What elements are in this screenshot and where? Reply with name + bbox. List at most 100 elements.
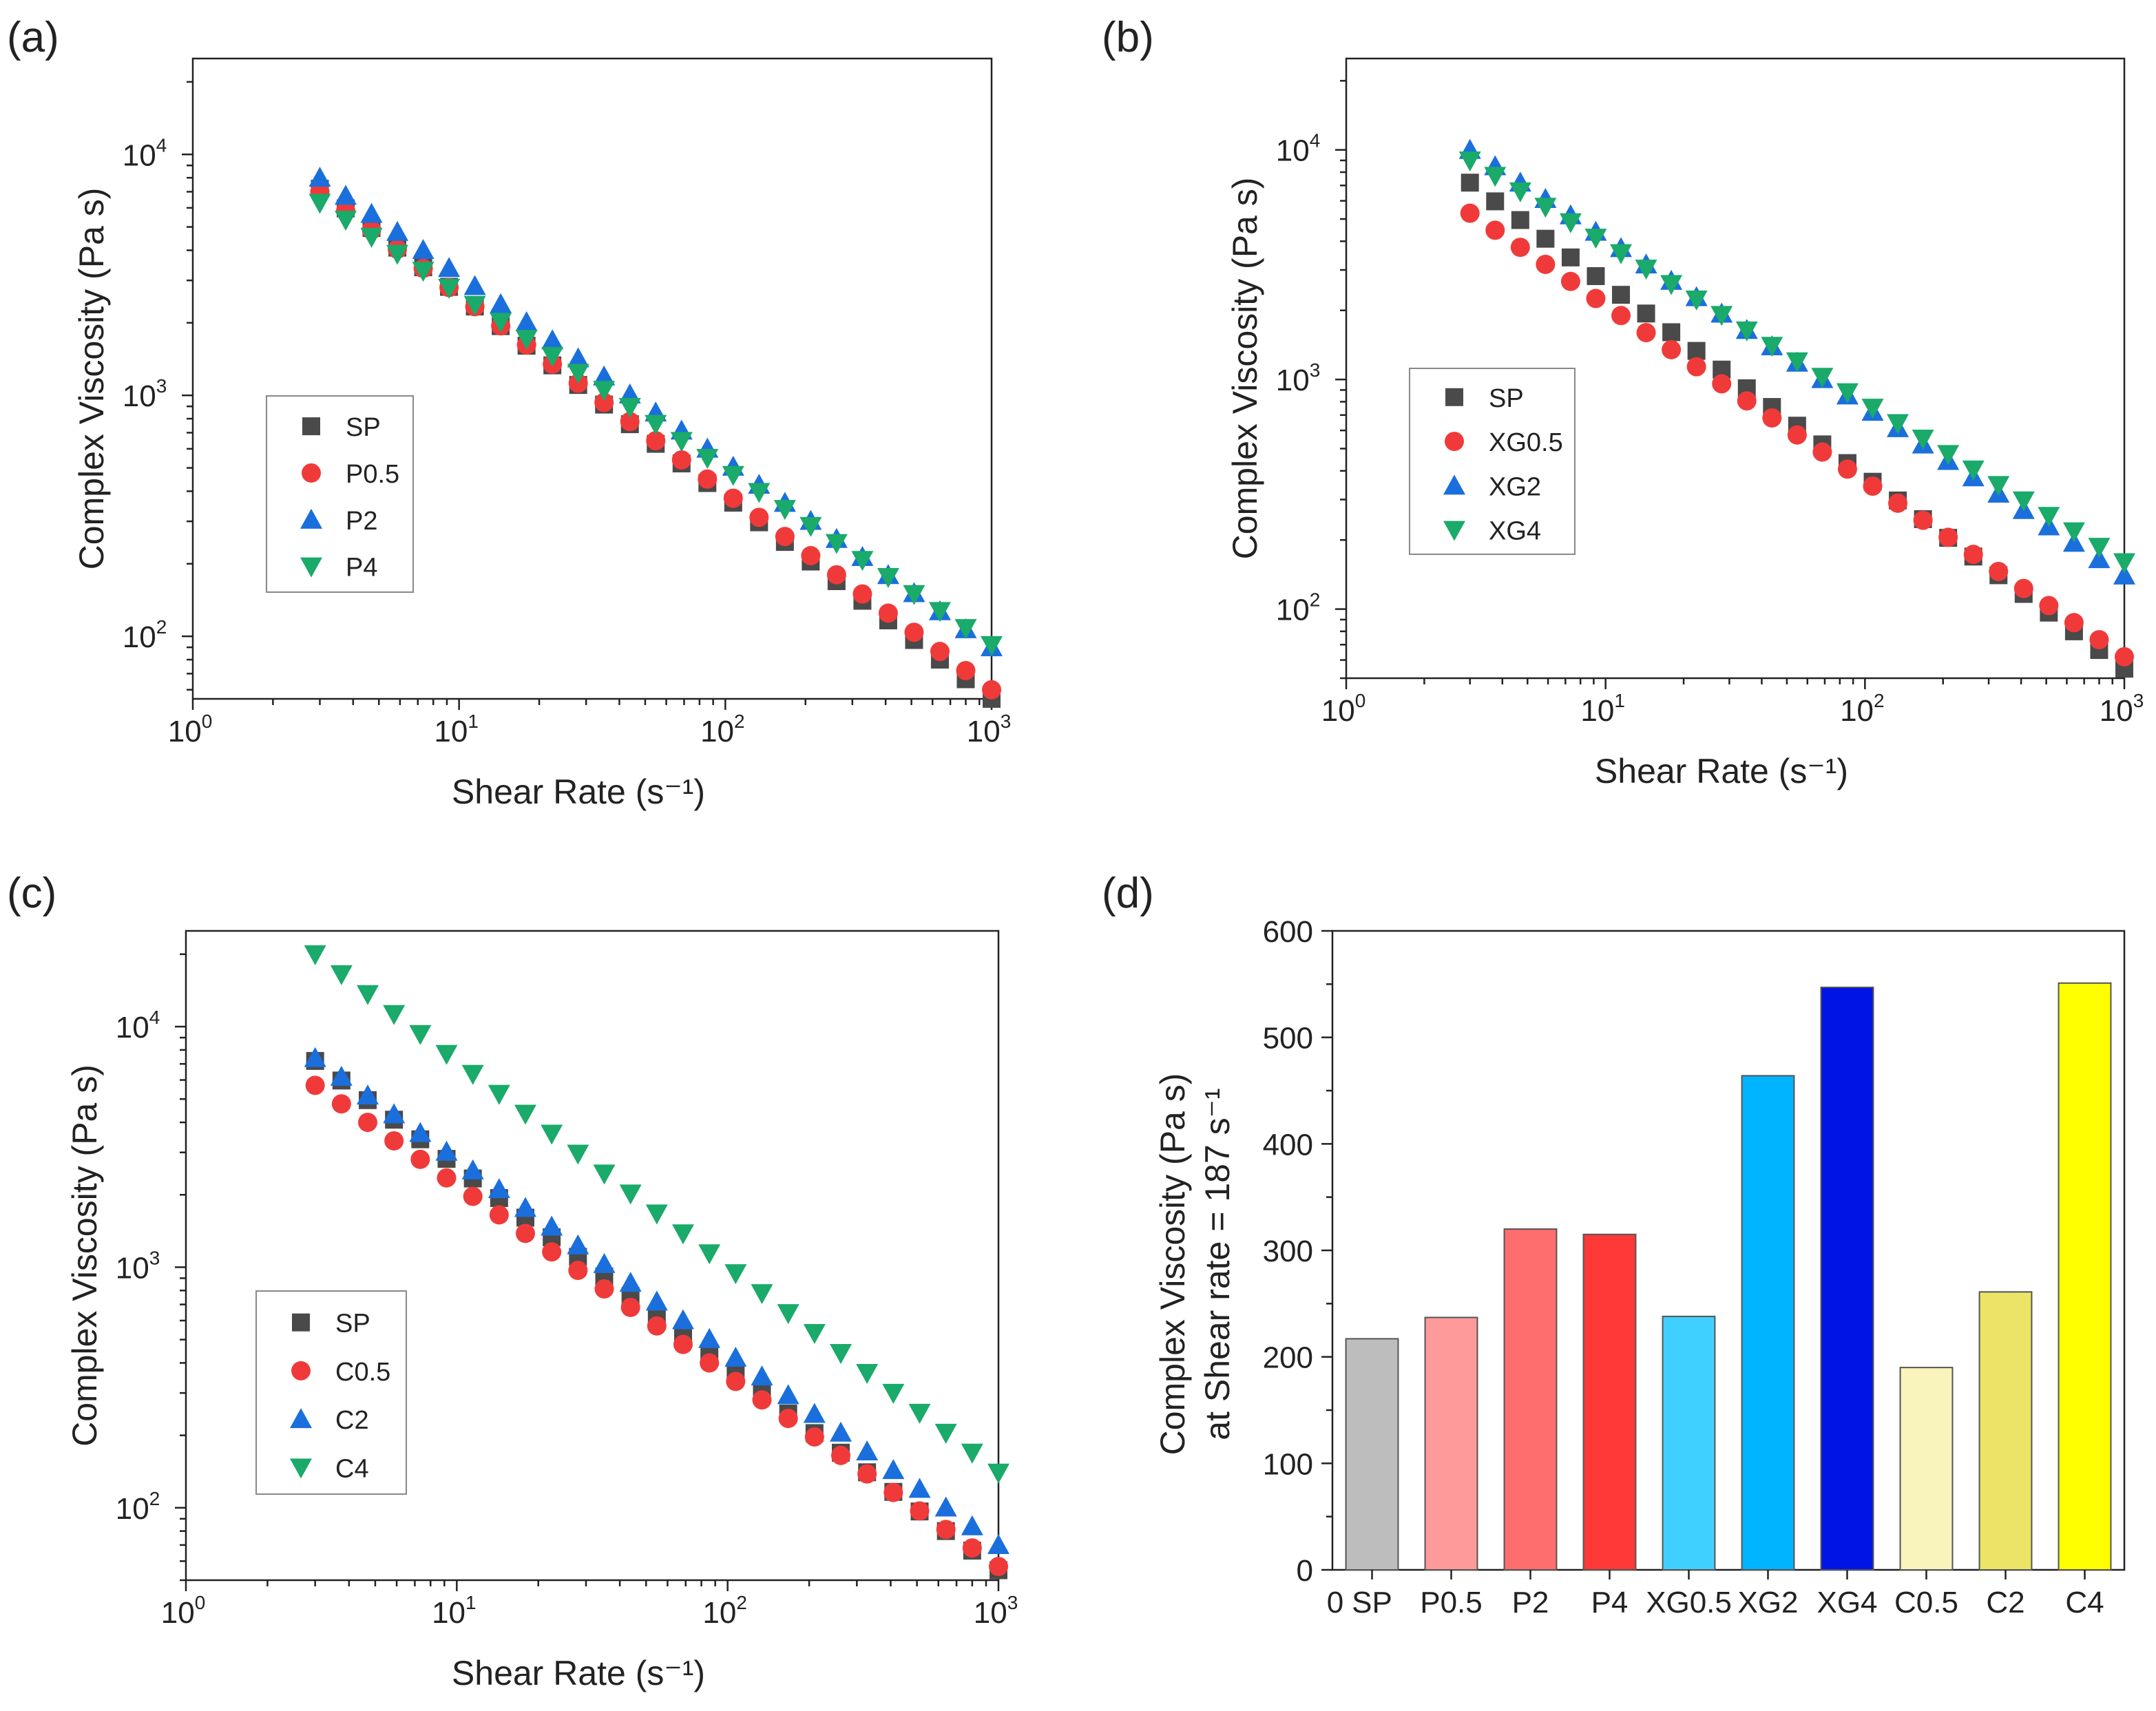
y-axis-subtitle: at Shear rate = 187 s⁻¹ <box>1198 1088 1237 1440</box>
y-axis-title: Complex Viscosity (Pa s) <box>1153 1073 1192 1456</box>
data-point <box>775 527 795 547</box>
data-point <box>1687 342 1706 360</box>
data-point <box>1963 545 1983 565</box>
data-point <box>982 680 1001 700</box>
data-point <box>304 1047 326 1067</box>
series-XG4 <box>1458 151 2135 574</box>
legend-label: C2 <box>335 1406 369 1435</box>
data-point <box>2012 491 2035 512</box>
data-point <box>1737 391 1757 411</box>
data-point <box>357 1084 379 1105</box>
data-point <box>1509 182 1531 202</box>
data-point <box>723 488 743 508</box>
data-point <box>542 1242 562 1262</box>
y-tick-label: 300 <box>1263 1235 1313 1268</box>
legend-label: SP <box>1489 384 1524 413</box>
legend-marker <box>300 557 322 578</box>
data-point <box>304 945 326 965</box>
data-point <box>2038 507 2060 527</box>
data-point <box>724 1346 747 1367</box>
data-point <box>1587 267 1605 286</box>
data-point <box>1510 238 1530 258</box>
data-point <box>305 1075 325 1095</box>
data-point <box>412 239 435 260</box>
data-point <box>647 1316 667 1336</box>
data-point <box>856 1363 879 1384</box>
x-tick-label: 101 <box>434 711 479 748</box>
data-point <box>330 1065 353 1086</box>
data-point <box>1486 192 1505 211</box>
data-point <box>928 602 951 622</box>
data-point <box>851 551 874 571</box>
data-point <box>724 1264 747 1285</box>
data-point <box>386 220 409 241</box>
data-point <box>1912 429 1934 450</box>
legend-marker <box>1443 521 1465 541</box>
data-point <box>463 295 486 316</box>
panel-label: (a) <box>7 14 59 61</box>
data-point <box>934 1496 957 1517</box>
data-point <box>438 257 461 277</box>
data-point <box>463 1186 483 1206</box>
y-tick-label: 0 <box>1297 1554 1313 1588</box>
data-point <box>618 397 641 418</box>
data-point <box>435 1140 458 1161</box>
data-point <box>698 1244 721 1265</box>
data-point <box>883 1482 903 1502</box>
data-point <box>646 431 666 451</box>
data-point <box>360 202 383 223</box>
legend-marker <box>290 1458 312 1479</box>
data-point <box>936 1520 956 1540</box>
series-XG0.5 <box>1460 203 2134 666</box>
data-point <box>852 584 872 604</box>
data-point <box>2113 564 2135 585</box>
x-tick-label: XG2 <box>1737 1586 1798 1619</box>
legend-marker <box>302 463 321 483</box>
legend-label: P4 <box>346 554 377 582</box>
data-point <box>620 412 640 432</box>
data-point <box>956 660 976 680</box>
data-point <box>934 1423 957 1444</box>
x-tick-label: 102 <box>702 1592 747 1630</box>
x-tick-label: P0.5 <box>1420 1586 1483 1619</box>
data-point <box>826 565 846 585</box>
legend-label: XG2 <box>1489 472 1541 501</box>
bar-SP <box>1345 1338 1399 1571</box>
data-point <box>567 347 589 368</box>
data-point <box>752 1390 772 1410</box>
data-point <box>857 1464 877 1484</box>
data-point <box>331 1094 351 1114</box>
plot-frame <box>185 930 1000 1582</box>
x-tick-label: P2 <box>1512 1586 1549 1619</box>
x-tick-label: 100 <box>1321 690 1366 728</box>
data-point <box>803 1324 826 1345</box>
data-point <box>1484 167 1507 187</box>
data-point <box>2115 647 2134 666</box>
data-point <box>962 1538 982 1558</box>
data-point <box>358 1113 378 1133</box>
data-point <box>384 1131 404 1151</box>
data-point <box>930 642 950 662</box>
data-point <box>803 1403 826 1423</box>
data-point <box>357 985 379 1005</box>
data-point <box>801 546 821 566</box>
bar-XG2 <box>1741 1075 1795 1571</box>
data-point <box>568 1261 588 1281</box>
data-point <box>1584 229 1607 249</box>
data-point <box>698 469 718 489</box>
data-point <box>748 483 771 503</box>
data-point <box>514 1104 537 1125</box>
panel-label: (b) <box>1102 14 1154 61</box>
data-point <box>908 1403 931 1424</box>
data-point <box>594 1279 614 1299</box>
data-point <box>961 1443 983 1464</box>
legend <box>266 395 414 593</box>
data-point <box>961 1515 983 1535</box>
data-point <box>882 1383 905 1404</box>
legend <box>1409 368 1576 555</box>
data-point <box>1685 290 1708 311</box>
legend-marker <box>290 1408 312 1429</box>
legend <box>255 1290 407 1495</box>
data-point <box>831 1445 851 1465</box>
data-point <box>1812 442 1832 462</box>
